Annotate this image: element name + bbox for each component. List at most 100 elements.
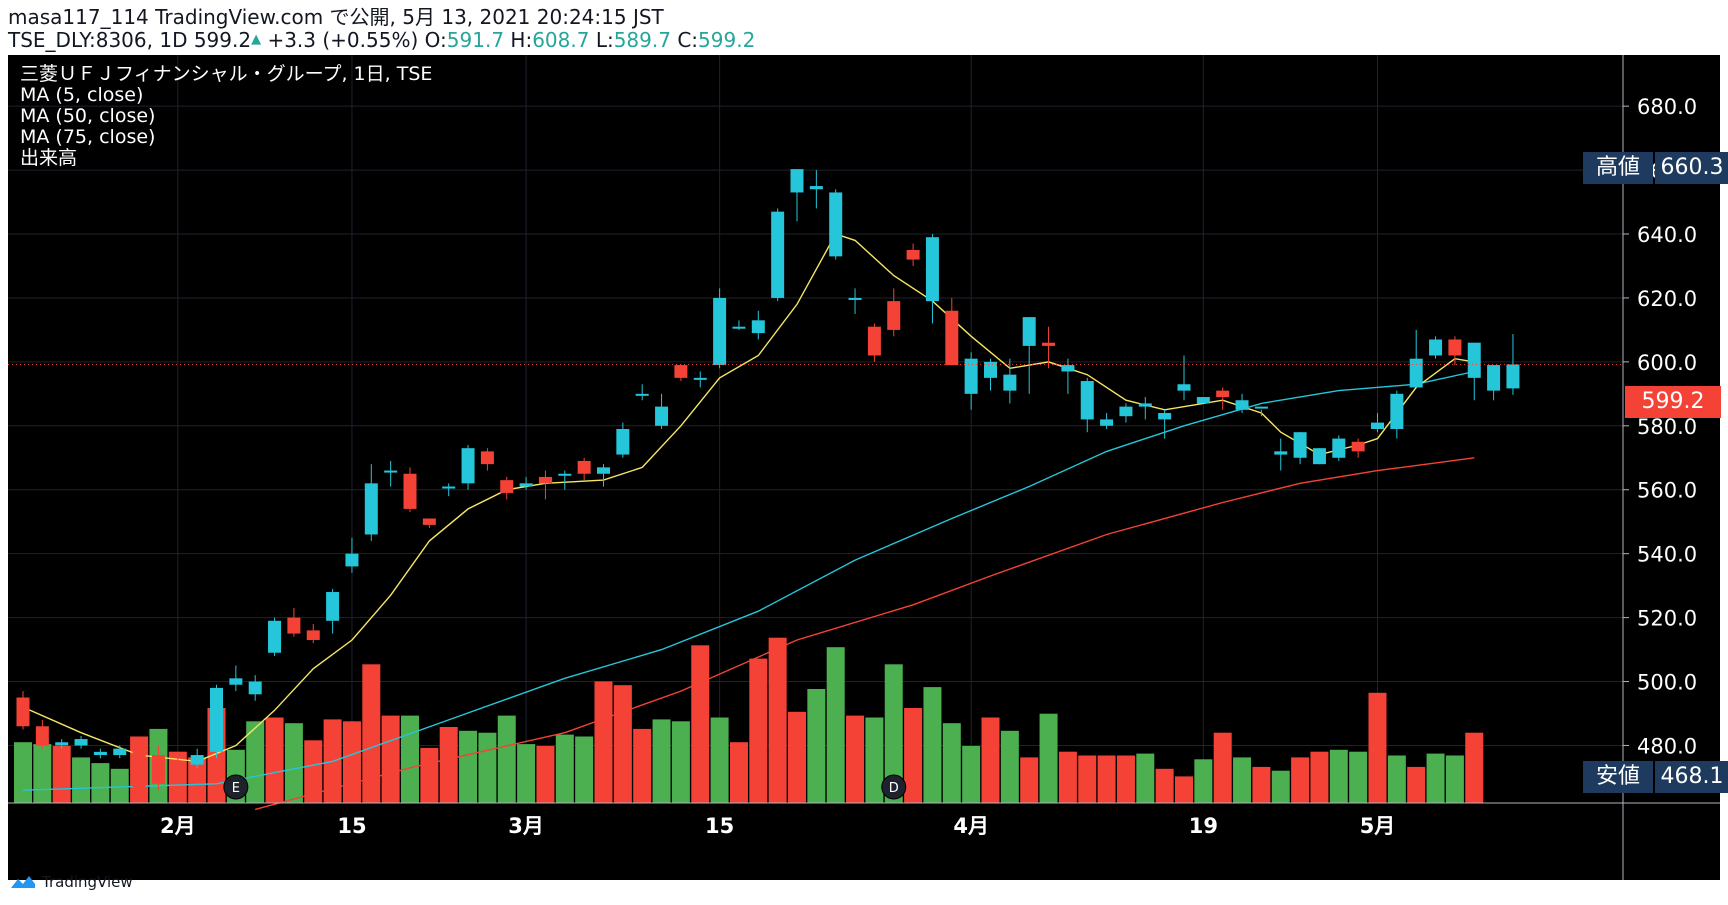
dividend-marker-circle <box>881 774 907 800</box>
candle-body <box>538 476 552 484</box>
volume-bar <box>1407 766 1426 803</box>
chart-area[interactable]: E D 480.0 500.0 520.0 540.0 560.0 580.0 600.0 620… <box>8 55 1728 880</box>
volume-bar <box>52 746 71 803</box>
high-badge-label: 高値 <box>1583 152 1653 184</box>
candle-body <box>1332 438 1346 458</box>
volume-bar <box>110 768 129 803</box>
close-label: C: <box>677 28 699 52</box>
volume-bar <box>536 746 555 803</box>
volume-bar <box>942 723 961 803</box>
candle-body <box>809 186 823 190</box>
volume-bar <box>1175 776 1193 803</box>
volume-bar <box>633 728 652 803</box>
candle-body <box>442 486 456 489</box>
candle-body <box>1448 339 1462 356</box>
candle-body <box>1409 358 1423 388</box>
volume-bar <box>1349 751 1368 803</box>
candle-body <box>190 755 204 765</box>
volume-bar <box>497 715 516 803</box>
earnings-marker-label: E <box>232 781 240 796</box>
candle-body <box>248 681 262 695</box>
candle-body <box>597 467 610 474</box>
volume-bar <box>729 742 748 803</box>
up-triangle-icon: ▲ <box>251 32 262 47</box>
volume-bar <box>1291 757 1310 803</box>
candle-body <box>500 480 514 493</box>
volume-bar <box>1233 757 1252 803</box>
candle-body <box>558 473 572 476</box>
candle-body <box>1177 384 1191 391</box>
candle-body <box>790 169 804 193</box>
legend-volume: 出来高 <box>20 147 78 169</box>
candle-body <box>616 429 630 455</box>
candle-body <box>1487 365 1501 391</box>
candle-body <box>1235 400 1249 410</box>
candle-body <box>867 326 881 356</box>
volume-bar <box>768 637 787 803</box>
volume-bar <box>1000 730 1019 803</box>
candle-body <box>1216 390 1230 398</box>
candle-body <box>326 592 340 621</box>
candle-body <box>1138 403 1152 407</box>
volume-bar <box>1020 757 1039 803</box>
volume-bar <box>188 757 207 803</box>
y-tick-label: 640.0 <box>1637 223 1697 247</box>
volume-bar <box>1155 768 1174 803</box>
volume-bar <box>691 645 710 803</box>
volume-bar <box>1058 751 1077 803</box>
volume-bar <box>710 717 729 803</box>
volume-bar <box>265 717 284 803</box>
volume-bar <box>555 734 574 803</box>
candle-body <box>1351 441 1365 452</box>
volume-bar <box>1194 759 1213 803</box>
volume-bar <box>1387 755 1406 803</box>
candle-body <box>1390 393 1404 429</box>
volume-bar <box>788 711 806 803</box>
candle-body <box>1100 419 1114 426</box>
x-tick-label: 19 <box>1189 814 1218 838</box>
volume-bar <box>652 719 671 803</box>
high-badge-value: 660.3 <box>1655 152 1728 184</box>
volume-bar <box>33 744 52 803</box>
low-label: L: <box>595 28 614 52</box>
x-tick-label: 2月 <box>160 814 196 838</box>
candle-body <box>1022 317 1036 346</box>
volume-bar <box>342 721 361 803</box>
candle-body <box>984 361 997 378</box>
candle-body <box>674 365 688 378</box>
candle-body <box>1506 364 1520 389</box>
volume-bar <box>1252 766 1271 803</box>
candle-body <box>16 697 30 727</box>
legend-title: 三菱ＵＦＪフィナンシャル・グループ, 1日, TSE <box>20 63 433 85</box>
candle-body <box>1042 342 1056 346</box>
candle-body <box>1119 406 1133 417</box>
volume-bar <box>304 740 323 803</box>
symbol-info: TSE_DLY:8306, 1D 599.2 <box>8 28 252 52</box>
candle-body <box>480 451 494 465</box>
volume-bar <box>807 689 826 803</box>
volume-bar <box>381 715 400 803</box>
legend-ma50: MA (50, close) <box>20 105 156 127</box>
candle-body <box>151 755 165 784</box>
volume-bar <box>846 715 865 803</box>
x-tick-label: 15 <box>337 814 366 838</box>
candle-body <box>171 761 185 784</box>
volume-bar <box>671 721 690 803</box>
y-tick-label: 620.0 <box>1637 287 1697 311</box>
candle-body <box>713 297 727 366</box>
price-chart-svg[interactable]: E D 480.0 500.0 520.0 540.0 560.0 580.0 600.0 620… <box>8 55 1720 880</box>
open-value: 591.7 <box>446 28 505 52</box>
volume-bar <box>749 658 768 803</box>
candle-body <box>93 751 107 756</box>
candle-body <box>887 301 901 330</box>
candle-body <box>925 237 939 302</box>
volume-bar <box>459 730 478 803</box>
candle-body <box>384 470 398 473</box>
candle-body <box>906 249 920 260</box>
candle-body <box>74 739 88 746</box>
candle-body <box>577 460 591 474</box>
low-badge-value: 468.1 <box>1655 761 1728 793</box>
candle-body <box>655 406 669 426</box>
candle-body <box>635 393 649 396</box>
volume-bar <box>826 647 845 803</box>
